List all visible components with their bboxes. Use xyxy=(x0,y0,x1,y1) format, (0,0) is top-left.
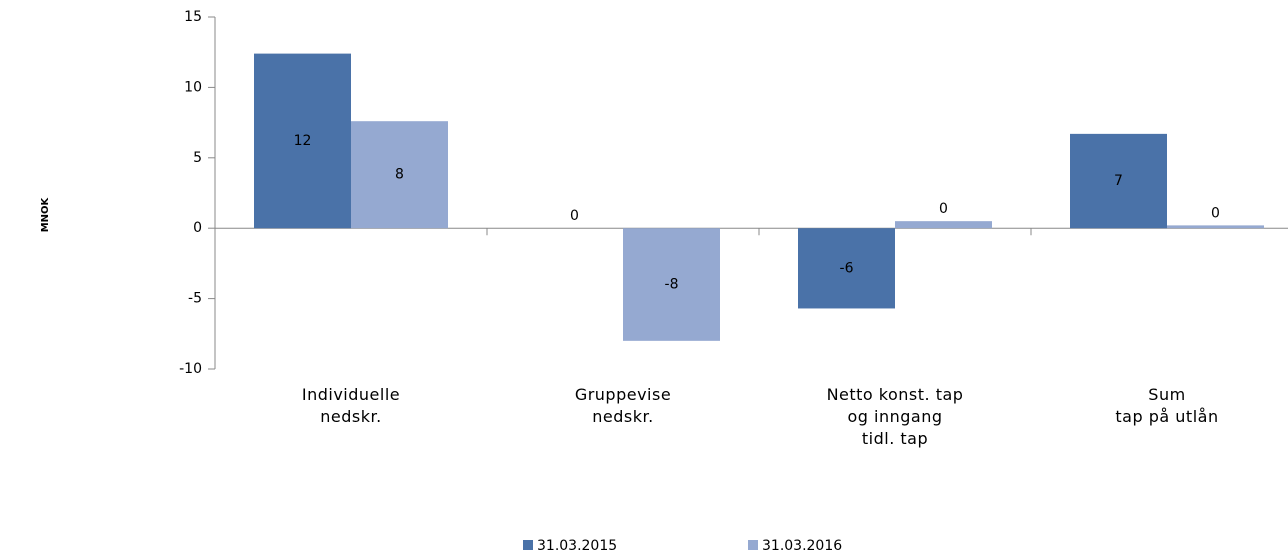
value-label: -8 xyxy=(665,277,679,293)
bar xyxy=(623,228,720,341)
x-tick-label: Netto konst. tap og inngang tidl. tap xyxy=(826,385,964,448)
bar xyxy=(895,221,992,229)
value-label: 0 xyxy=(939,201,948,217)
x-tick-label: Individuelle nedskr. xyxy=(301,385,401,426)
y-tick-label: 5 xyxy=(193,150,202,166)
y-axis-label: MNOK xyxy=(40,196,51,232)
legend-swatch xyxy=(748,540,758,550)
legend-label: 31.03.2015 xyxy=(537,538,617,552)
legend-swatch xyxy=(523,540,533,550)
x-tick-label: Gruppevise nedskr. xyxy=(574,385,672,426)
value-label: 7 xyxy=(1114,173,1123,189)
value-label: 12 xyxy=(294,133,312,149)
y-tick-label: 15 xyxy=(184,9,202,25)
value-label: 8 xyxy=(395,167,404,183)
bar xyxy=(1070,133,1167,229)
legend-label: 31.03.2016 xyxy=(762,538,842,552)
bar xyxy=(1167,225,1264,229)
bar xyxy=(351,121,448,229)
y-tick-label: 10 xyxy=(184,79,202,95)
y-tick-label: 0 xyxy=(193,220,202,236)
value-label: 0 xyxy=(570,208,579,224)
y-tick-label: -10 xyxy=(179,361,202,377)
value-label: -6 xyxy=(840,260,854,276)
bar xyxy=(798,228,895,309)
bar xyxy=(254,53,351,229)
y-tick-label: -5 xyxy=(188,291,202,307)
x-tick-label: Sum tap på utlån xyxy=(1115,385,1219,426)
value-label: 0 xyxy=(1211,205,1220,221)
